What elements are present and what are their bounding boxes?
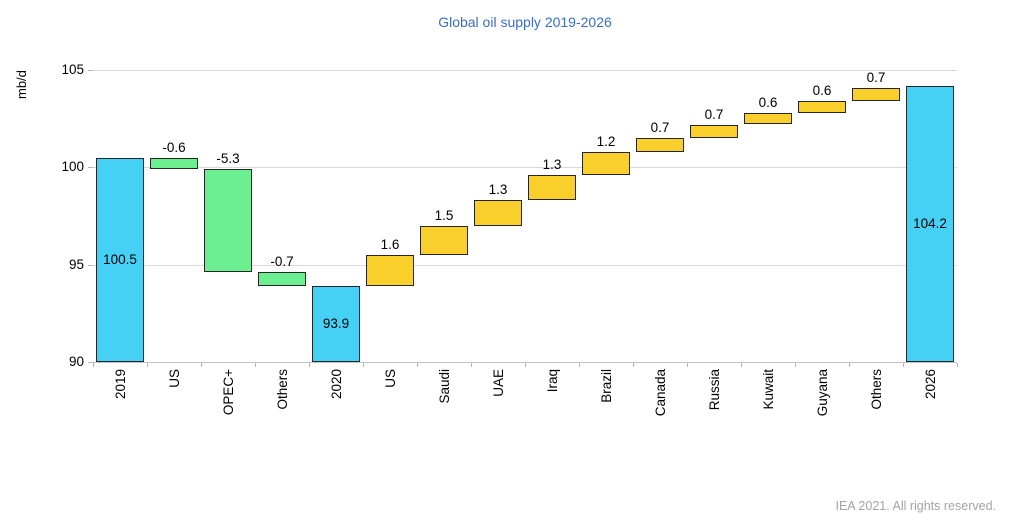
x-category-slot: Saudi bbox=[417, 369, 471, 451]
bar-iraq bbox=[528, 175, 576, 201]
bar-others bbox=[852, 87, 900, 102]
x-category-label: 2020 bbox=[328, 369, 344, 400]
x-tick-mark bbox=[255, 363, 256, 367]
bar-value-label: 1.2 bbox=[596, 133, 616, 149]
x-tick-mark bbox=[309, 363, 310, 367]
bar-value-label: 1.3 bbox=[488, 182, 508, 198]
x-category-slot: Canada bbox=[633, 369, 687, 451]
x-tick-mark bbox=[633, 363, 634, 367]
x-category-slot: Iraq bbox=[525, 369, 579, 451]
x-category-slot: US bbox=[147, 369, 201, 451]
x-category-slot: Others bbox=[255, 369, 309, 451]
x-category-slot: Brazil bbox=[579, 369, 633, 451]
x-tick-mark bbox=[93, 363, 94, 367]
x-category-label: UAE bbox=[490, 369, 506, 397]
x-tick-mark bbox=[903, 363, 904, 367]
bar-us bbox=[150, 157, 198, 170]
y-axis-unit-label: mb/d bbox=[14, 70, 29, 99]
bar-value-label: -0.6 bbox=[162, 139, 186, 155]
x-category-label: Russia bbox=[706, 369, 722, 411]
x-category-label: Guyana bbox=[814, 369, 830, 417]
chart-title: Global oil supply 2019-2026 bbox=[438, 14, 612, 30]
x-category-label: 2026 bbox=[922, 369, 938, 400]
x-tick-mark bbox=[795, 363, 796, 367]
x-category-slot: US bbox=[363, 369, 417, 451]
y-tick-mark-100 bbox=[88, 167, 93, 169]
y-tick-label-95: 95 bbox=[68, 256, 84, 272]
y-tick-label-90: 90 bbox=[68, 354, 84, 369]
x-category-label: US bbox=[382, 369, 398, 388]
x-tick-mark bbox=[741, 363, 742, 367]
bar-value-label: 0.6 bbox=[758, 94, 778, 110]
bar-value-label: 0.6 bbox=[812, 83, 832, 99]
x-category-label: Others bbox=[274, 369, 290, 410]
x-tick-mark bbox=[147, 363, 148, 367]
x-category-slot: OPEC+ bbox=[201, 369, 255, 451]
x-tick-mark bbox=[201, 363, 202, 367]
x-category-label: Kuwait bbox=[760, 369, 776, 410]
gridline-95 bbox=[93, 264, 957, 266]
bar-value-label: 100.5 bbox=[103, 251, 137, 267]
bar-guyana bbox=[798, 101, 846, 113]
bar-others bbox=[258, 272, 306, 287]
x-category-slot: Guyana bbox=[795, 369, 849, 451]
x-axis-line bbox=[93, 362, 957, 363]
bar-2020 bbox=[312, 286, 360, 362]
bar-value-label: 0.7 bbox=[704, 106, 724, 122]
x-category-label: Brazil bbox=[598, 369, 614, 403]
y-tick-label-100: 100 bbox=[61, 159, 84, 175]
bar-2026 bbox=[906, 85, 954, 362]
x-category-slot: 2026 bbox=[903, 369, 957, 451]
x-category-slot: Russia bbox=[687, 369, 741, 451]
y-tick-mark-95 bbox=[88, 264, 93, 266]
gridline-100 bbox=[93, 167, 957, 169]
gridline-105 bbox=[93, 70, 957, 71]
x-category-slot: Kuwait bbox=[741, 369, 795, 451]
y-tick-mark-105 bbox=[88, 70, 93, 71]
x-tick-mark bbox=[579, 363, 580, 367]
bar-russia bbox=[690, 124, 738, 139]
bar-brazil bbox=[582, 151, 630, 176]
x-category-slot: Others bbox=[849, 369, 903, 451]
bar-kuwait bbox=[744, 112, 792, 125]
bar-value-label: 1.5 bbox=[434, 207, 454, 223]
x-tick-mark bbox=[525, 363, 526, 367]
x-category-label: 2019 bbox=[112, 369, 128, 400]
x-category-label: Iraq bbox=[544, 369, 560, 393]
bar-value-label: 1.6 bbox=[380, 236, 400, 252]
x-tick-mark bbox=[849, 363, 850, 367]
x-tick-mark bbox=[417, 363, 418, 367]
bar-value-label: 0.7 bbox=[650, 120, 670, 136]
bar-value-label: -5.3 bbox=[216, 151, 240, 167]
bar-us bbox=[366, 254, 414, 287]
bar-value-label: 93.9 bbox=[322, 316, 350, 332]
x-category-label: Others bbox=[868, 369, 884, 410]
bar-opec- bbox=[204, 169, 252, 273]
bar-value-label: -0.7 bbox=[270, 254, 294, 270]
x-category-label: US bbox=[166, 369, 182, 388]
copyright-text: IEA 2021. All rights reserved. bbox=[835, 499, 996, 513]
x-tick-mark bbox=[957, 363, 958, 367]
x-category-slot: UAE bbox=[471, 369, 525, 451]
x-tick-mark bbox=[471, 363, 472, 367]
x-category-label: Canada bbox=[652, 369, 668, 417]
x-tick-mark bbox=[363, 363, 364, 367]
x-category-label: Saudi bbox=[436, 369, 452, 404]
bar-uae bbox=[474, 200, 522, 226]
bar-value-label: 1.3 bbox=[542, 157, 562, 173]
y-tick-mark-90 bbox=[88, 362, 93, 363]
x-category-label: OPEC+ bbox=[220, 369, 236, 416]
bar-2019 bbox=[96, 157, 144, 362]
bar-saudi bbox=[420, 225, 468, 255]
bar-canada bbox=[636, 138, 684, 152]
x-tick-mark bbox=[687, 363, 688, 367]
x-category-slot: 2020 bbox=[309, 369, 363, 451]
bar-value-label: 104.2 bbox=[913, 215, 947, 231]
bar-value-label: 0.7 bbox=[866, 69, 886, 85]
y-tick-label-105: 105 bbox=[61, 62, 84, 77]
x-category-slot: 2019 bbox=[93, 369, 147, 451]
